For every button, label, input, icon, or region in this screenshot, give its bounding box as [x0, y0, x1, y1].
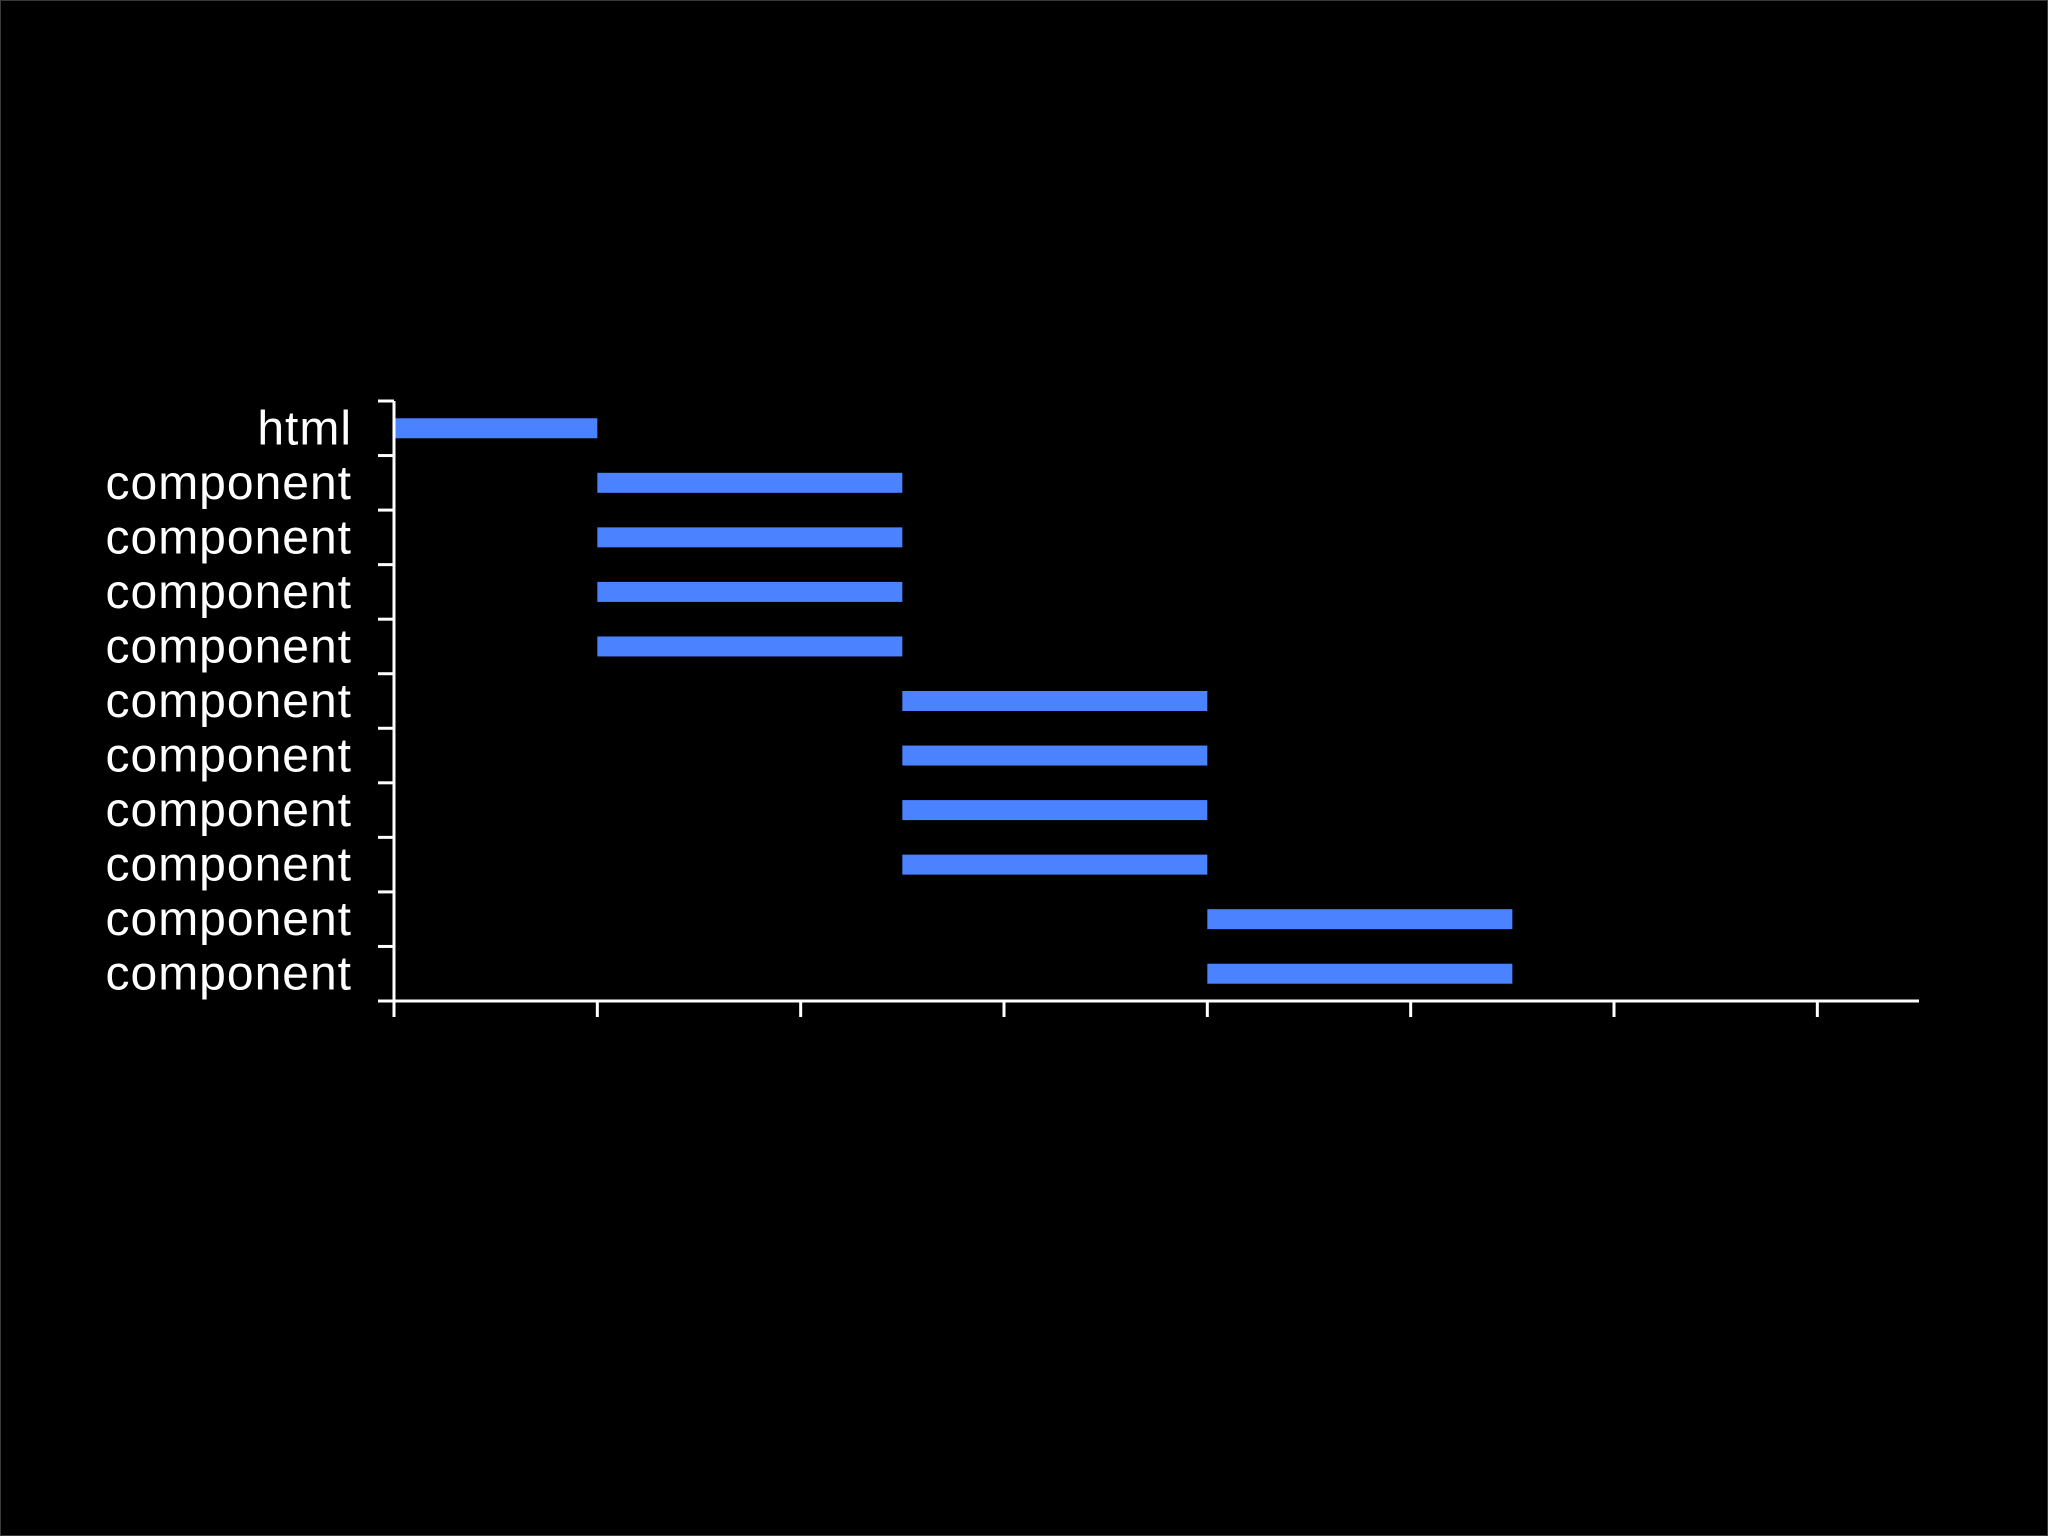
- y-tick-label-10: component: [106, 948, 353, 1001]
- y-tick-label-3: component: [106, 566, 353, 619]
- y-tick-label-0: html: [257, 402, 352, 455]
- bar-5: [902, 691, 1208, 711]
- bar-1: [597, 472, 903, 493]
- bar-2: [597, 527, 903, 548]
- y-tick-label-5: component: [106, 675, 353, 728]
- bar-10: [1207, 963, 1513, 984]
- bar-8: [902, 854, 1208, 875]
- y-tick-label-7: component: [106, 784, 353, 837]
- y-tick-labels: htmlcomponentcomponentcomponentcomponent…: [106, 402, 353, 1001]
- y-axis: [378, 399, 396, 1003]
- y-tick-label-6: component: [106, 730, 353, 783]
- bar-3: [597, 581, 903, 602]
- bar-4: [597, 636, 903, 657]
- bar-group: [394, 418, 1513, 984]
- y-tick-label-2: component: [106, 511, 353, 564]
- y-tick-label-1: component: [106, 457, 353, 510]
- bar-9: [1207, 909, 1513, 930]
- bar-0: [394, 418, 598, 439]
- y-tick-label-4: component: [106, 620, 353, 673]
- y-tick-label-9: component: [106, 893, 353, 946]
- x-axis: [392, 999, 1919, 1017]
- bar-7: [902, 800, 1208, 821]
- bar-6: [902, 745, 1208, 766]
- y-tick-label-8: component: [106, 839, 353, 892]
